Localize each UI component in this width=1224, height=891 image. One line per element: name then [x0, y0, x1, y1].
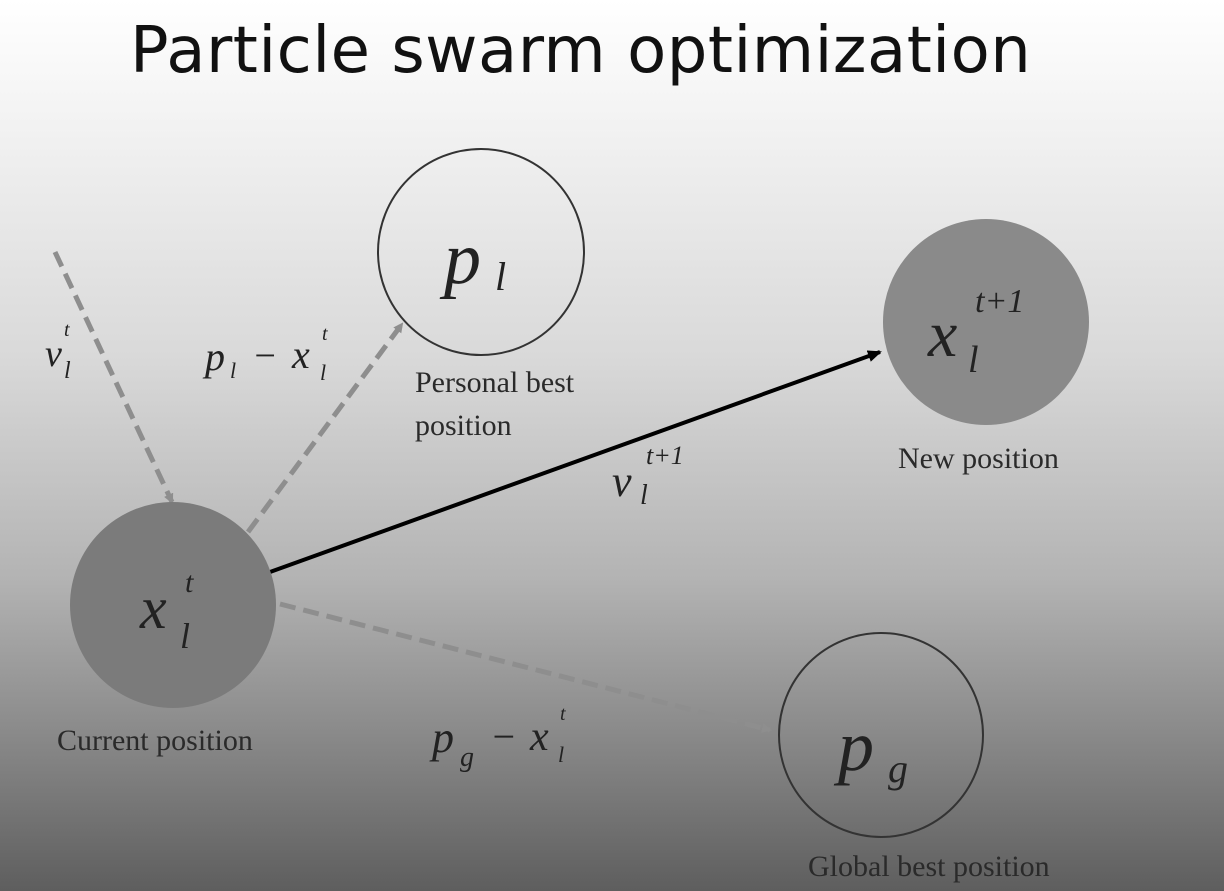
svg-text:t+1: t+1	[975, 283, 1024, 320]
svg-text:l: l	[64, 358, 71, 384]
svg-text:t: t	[560, 703, 566, 725]
current-position-node	[70, 502, 276, 708]
svg-text:p: p	[429, 713, 454, 762]
new-position-caption: New position	[898, 442, 1059, 475]
personal-best-caption-line2: position	[415, 409, 512, 442]
svg-text:l: l	[320, 360, 326, 385]
toward-personal-best-arrow	[245, 322, 405, 534]
global-best-node	[778, 632, 984, 838]
svg-text:g: g	[460, 742, 474, 773]
svg-text:v: v	[612, 457, 632, 506]
current-position-caption: Current position	[57, 724, 253, 757]
new-velocity-label: v t+1 l	[612, 441, 684, 511]
svg-text:x: x	[139, 575, 167, 641]
svg-text:t: t	[64, 319, 70, 341]
slide-title: Particle swarm optimization	[130, 14, 1032, 88]
svg-text:x: x	[291, 332, 310, 377]
svg-text:−: −	[252, 335, 278, 377]
new-position-node	[883, 219, 1089, 425]
svg-text:l: l	[180, 616, 190, 656]
svg-text:v: v	[45, 333, 62, 375]
velocity-current-arrow	[52, 250, 175, 504]
svg-text:x: x	[927, 298, 957, 371]
new-position-symbol: x t+1 l	[927, 283, 1024, 381]
svg-text:x: x	[529, 714, 549, 760]
new-velocity-arrow	[269, 350, 882, 574]
svg-text:l: l	[230, 358, 236, 383]
personal-best-symbol: p l	[439, 218, 506, 300]
svg-text:t: t	[322, 323, 328, 345]
svg-text:l: l	[558, 742, 564, 767]
svg-text:p: p	[202, 334, 225, 379]
svg-text:l: l	[640, 480, 648, 511]
toward-global-best-label: p g − x t l	[429, 703, 566, 773]
svg-text:p: p	[833, 706, 874, 786]
global-best-symbol: p g	[833, 706, 908, 791]
svg-text:p: p	[439, 218, 481, 300]
velocity-current-label: v t l	[45, 319, 71, 384]
svg-text:l: l	[495, 254, 506, 299]
svg-text:g: g	[888, 746, 908, 791]
toward-global-best-arrow	[279, 601, 772, 733]
personal-best-caption-line1: Personal best	[415, 366, 575, 399]
svg-text:−: −	[490, 714, 517, 759]
svg-text:t+1: t+1	[646, 441, 684, 470]
toward-personal-best-label: p l − x t l	[202, 323, 328, 385]
global-best-caption: Global best position	[808, 850, 1050, 883]
current-position-symbol: x t l	[139, 566, 194, 656]
svg-text:t: t	[185, 566, 194, 599]
svg-text:l: l	[968, 339, 979, 381]
personal-best-node	[377, 148, 585, 356]
